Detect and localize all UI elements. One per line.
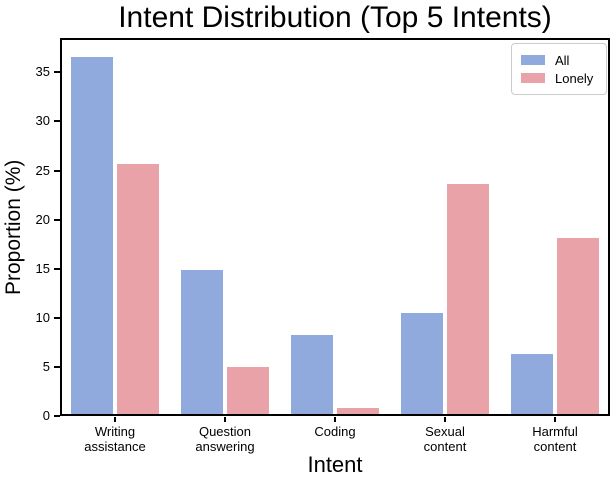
legend-item-all: All bbox=[521, 51, 597, 69]
legend-item-lonely: Lonely bbox=[521, 69, 597, 87]
y-tick-label-25: 25 bbox=[35, 162, 50, 178]
legend-swatch-lonely bbox=[521, 73, 545, 83]
bar-lonely-coding bbox=[337, 408, 379, 416]
bar-lonely-question-answering bbox=[227, 366, 269, 416]
x-tick-label-question-answering: Question answering bbox=[195, 424, 255, 454]
legend: All Lonely bbox=[511, 43, 607, 95]
bar-all-question-answering bbox=[181, 269, 223, 416]
y-tick-label-30: 30 bbox=[35, 113, 50, 129]
x-axis-label: Intent bbox=[307, 452, 363, 477]
bar-all-sexual-content bbox=[401, 312, 443, 416]
chart-title: Intent Distribution (Top 5 Intents) bbox=[118, 1, 552, 34]
x-tick-mark-harmful-content bbox=[554, 417, 556, 422]
y-tick-label-15: 15 bbox=[35, 260, 50, 276]
y-tick-mark-10 bbox=[54, 316, 60, 319]
legend-swatch-all bbox=[521, 55, 545, 65]
y-tick-mark-20 bbox=[54, 218, 60, 221]
x-tick-mark-question-answering bbox=[224, 417, 226, 422]
y-tick-mark-0 bbox=[54, 415, 60, 417]
bar-all-coding bbox=[291, 335, 333, 416]
x-tick-mark-writing-assistance bbox=[114, 417, 116, 422]
y-tick-mark-30 bbox=[54, 120, 60, 123]
bar-lonely-sexual-content bbox=[447, 184, 489, 416]
y-tick-label-20: 20 bbox=[35, 211, 50, 227]
x-tick-label-harmful-content: Harmful content bbox=[532, 424, 578, 454]
x-tick-label-sexual-content: Sexual content bbox=[423, 424, 467, 454]
y-tick-mark-15 bbox=[54, 267, 60, 270]
x-tick-mark-coding bbox=[334, 417, 336, 422]
bar-all-writing-assistance bbox=[71, 56, 113, 416]
y-tick-mark-25 bbox=[54, 169, 60, 172]
y-tick-label-5: 5 bbox=[42, 358, 50, 374]
y-tick-label-10: 10 bbox=[35, 309, 50, 325]
y-tick-label-35: 35 bbox=[35, 64, 50, 80]
bar-lonely-harmful-content bbox=[557, 238, 599, 416]
bar-all-harmful-content bbox=[511, 354, 553, 416]
legend-label-lonely: Lonely bbox=[555, 70, 594, 86]
x-tick-label-writing-assistance: Writing assistance bbox=[84, 424, 146, 454]
y-tick-label-0: 0 bbox=[42, 408, 50, 423]
x-tick-mark-sexual-content bbox=[444, 417, 446, 422]
x-tick-label-coding: Coding bbox=[314, 424, 356, 439]
y-tick-mark-35 bbox=[54, 71, 60, 74]
legend-label-all: All bbox=[555, 52, 570, 68]
bar-lonely-writing-assistance bbox=[117, 163, 159, 416]
y-tick-mark-5 bbox=[54, 365, 60, 368]
